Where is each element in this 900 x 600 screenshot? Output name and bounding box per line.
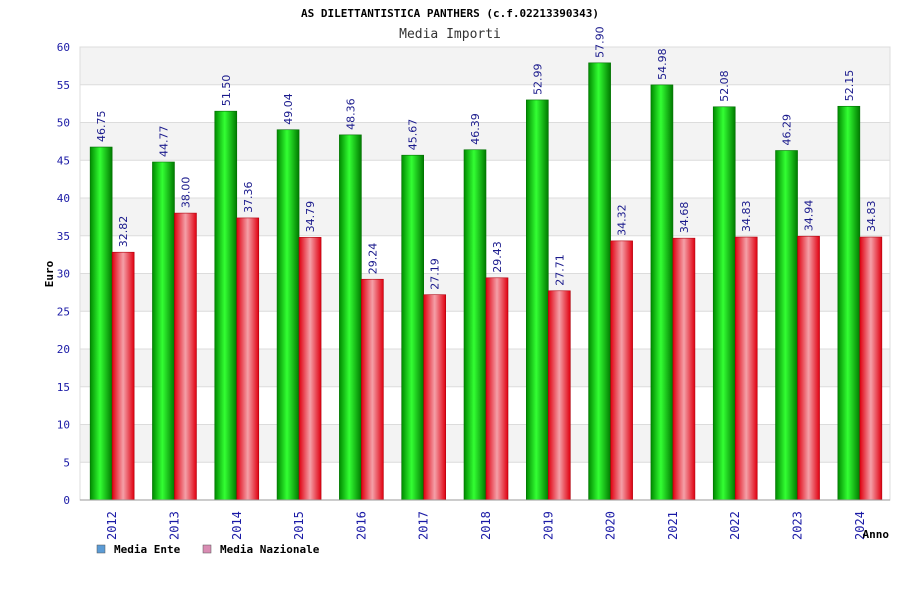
data-label: 54.98 (656, 48, 669, 80)
legend-label-media-nazionale: Media Nazionale (220, 543, 320, 556)
data-label: 34.94 (803, 200, 816, 232)
legend-swatch-media-nazionale (202, 544, 212, 554)
y-tick-label: 50 (57, 117, 70, 130)
bar-media-ente-2019 (526, 99, 549, 501)
y-tick-label: 15 (57, 381, 70, 394)
x-tick-label: 2022 (728, 511, 742, 540)
data-label: 52.99 (531, 63, 544, 95)
y-tick-label: 0 (63, 494, 70, 507)
bar-media-nazionale-2019 (548, 290, 571, 501)
y-tick-label: 5 (63, 456, 70, 469)
data-label: 34.83 (865, 201, 878, 233)
data-label: 34.32 (616, 204, 629, 236)
y-tick-label: 35 (57, 230, 70, 243)
bar-media-ente-2016 (339, 134, 362, 501)
bar-media-nazionale-2015 (298, 237, 322, 501)
y-tick-label: 10 (57, 419, 70, 432)
data-label: 34.83 (740, 201, 753, 233)
bar-media-ente-2022 (712, 106, 736, 501)
bar-media-ente-2023 (775, 150, 798, 501)
data-label: 46.39 (469, 113, 482, 145)
y-tick-label: 45 (57, 154, 70, 167)
data-label: 57.90 (594, 26, 607, 58)
y-axis-label: Euro (43, 260, 56, 287)
data-label: 45.67 (407, 119, 420, 151)
data-labels: 46.75 32.82 44.77 38.00 51.50 37.36 49.04 34.79… (95, 26, 878, 289)
bar-media-nazionale-2017 (423, 294, 446, 501)
data-label: 44.77 (157, 125, 170, 157)
data-label: 34.79 (304, 201, 317, 233)
y-tick-label: 55 (57, 79, 70, 92)
bar-media-ente-2020 (588, 62, 611, 501)
data-label: 38.00 (179, 177, 192, 209)
x-tick-label: 2021 (666, 511, 680, 540)
legend: Media Ente Media Nazionale (96, 543, 320, 556)
bar-media-ente-2013 (152, 161, 175, 501)
legend-swatch-media-ente (96, 544, 106, 554)
bar-media-nazionale-2024 (859, 236, 883, 501)
bar-media-nazionale-2020 (610, 240, 633, 501)
x-tick-label: 2016 (354, 511, 368, 540)
data-label: 34.68 (678, 202, 691, 234)
x-tick-label: 2012 (105, 511, 119, 540)
x-tick-label: 2018 (479, 511, 493, 540)
y-tick-label: 40 (57, 192, 70, 205)
data-label: 32.82 (117, 216, 130, 247)
plot-band (80, 47, 890, 85)
bars (89, 62, 883, 501)
bar-media-nazionale-2022 (734, 236, 758, 501)
x-tick-label: 2024 (853, 511, 867, 540)
y-tick-label: 20 (57, 343, 70, 356)
x-tick-label: 2015 (292, 511, 306, 540)
bar-media-ente-2021 (650, 84, 674, 501)
data-label: 27.71 (553, 254, 566, 286)
bar-media-nazionale-2013 (174, 212, 197, 501)
data-label: 52.08 (718, 70, 731, 102)
x-axis-label: Anno (863, 528, 890, 541)
x-tick-label: 2020 (604, 511, 618, 540)
bar-media-nazionale-2014 (236, 217, 260, 501)
y-axis-ticks: 0 5 10 15 20 25 30 35 40 45 50 55 60 (57, 41, 70, 507)
data-label: 49.04 (282, 93, 295, 125)
bar-media-nazionale-2021 (672, 237, 696, 501)
data-label: 52.15 (843, 70, 856, 102)
bar-media-ente-2018 (463, 149, 487, 501)
bar-media-ente-2015 (276, 129, 300, 501)
plot-band (80, 84, 890, 123)
bar-media-ente-2012 (89, 146, 113, 501)
data-label: 29.43 (491, 241, 504, 273)
bar-media-nazionale-2018 (485, 277, 509, 501)
x-tick-label: 2023 (791, 511, 805, 540)
x-tick-label: 2013 (167, 511, 181, 540)
data-label: 29.24 (366, 243, 379, 275)
bar-media-ente-2024 (837, 105, 861, 501)
y-tick-label: 60 (57, 41, 70, 54)
data-label: 48.36 (344, 98, 357, 130)
x-tick-label: 2019 (541, 511, 555, 540)
bar-media-nazionale-2023 (797, 235, 820, 501)
x-tick-label: 2014 (230, 511, 244, 540)
bar-media-ente-2017 (401, 154, 424, 501)
x-axis-ticks: 2012 2013 2014 2015 2016 2017 2018 2019 2020 2021… (105, 511, 867, 540)
data-label: 27.19 (429, 258, 442, 290)
data-label: 46.29 (781, 114, 794, 146)
data-label: 46.75 (95, 111, 108, 142)
data-label: 37.36 (242, 181, 255, 213)
chart-subtitle: Media Importi (399, 27, 501, 42)
bar-media-ente-2014 (214, 110, 238, 501)
legend-label-media-ente: Media Ente (114, 543, 181, 556)
y-tick-label: 30 (57, 268, 70, 281)
chart-title: AS DILETTANTISTICA PANTHERS (c.f.0221339… (301, 7, 599, 20)
bar-media-nazionale-2016 (361, 278, 384, 501)
y-tick-label: 25 (57, 305, 70, 318)
x-tick-label: 2017 (417, 511, 431, 540)
bar-media-nazionale-2012 (111, 251, 135, 501)
data-label: 51.50 (220, 75, 233, 107)
